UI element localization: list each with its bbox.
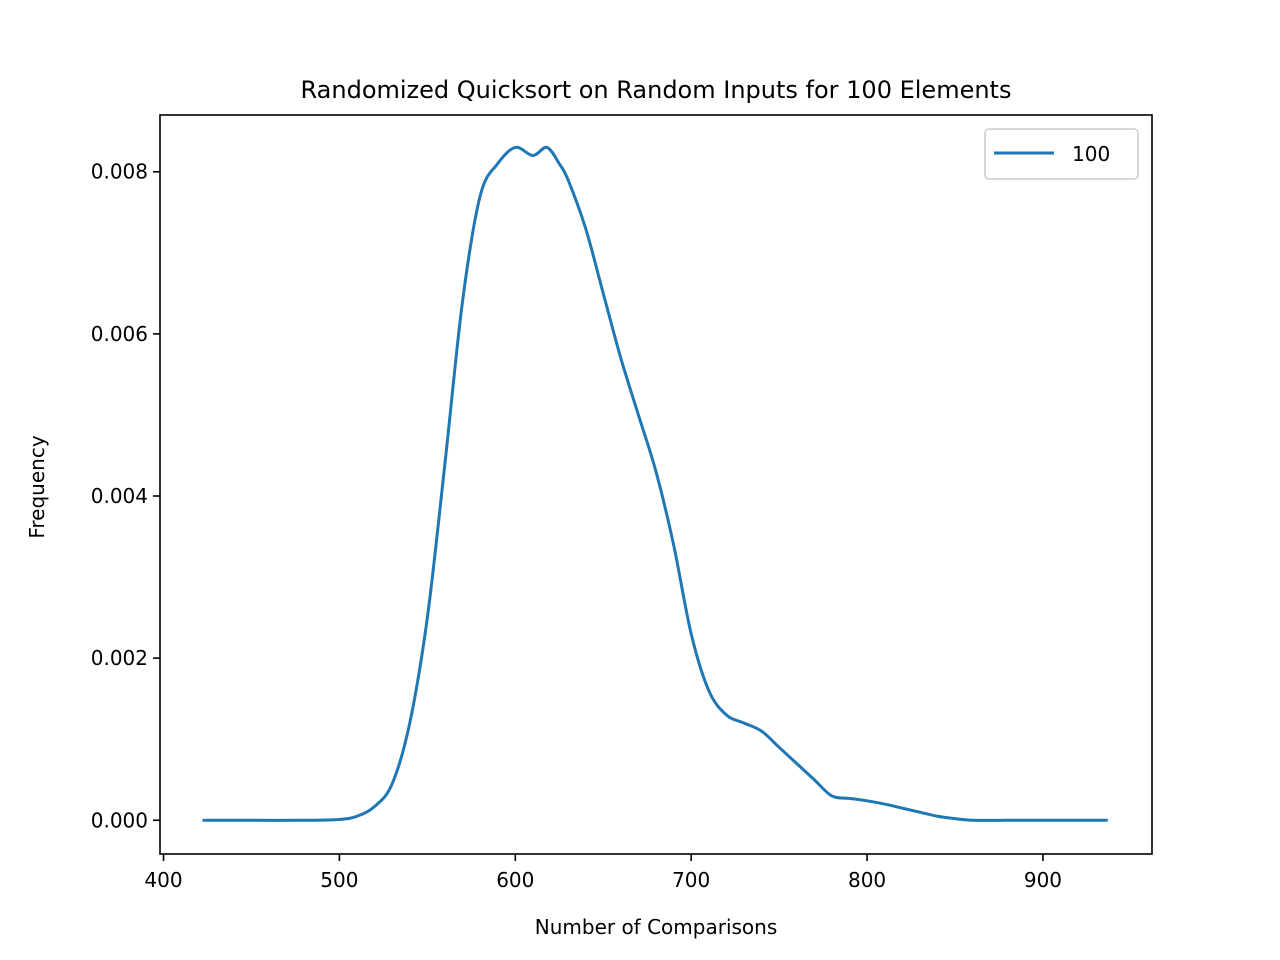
y-axis-label: Frequency	[25, 435, 49, 538]
plot-area	[159, 114, 1153, 855]
x-axis: 400 500 600 700 800 900	[144, 854, 1062, 892]
chart-title: Randomized Quicksort on Random Inputs fo…	[301, 76, 1012, 104]
y-tick-label: 0.002	[91, 646, 148, 670]
series-line-100	[202, 145, 1108, 822]
x-axis-label: Number of Comparisons	[535, 915, 778, 939]
x-tick-label: 600	[496, 868, 534, 892]
y-tick-label: 0.004	[91, 484, 148, 508]
x-tick-label: 400	[144, 868, 182, 892]
y-axis: 0.000 0.002 0.004 0.006 0.008	[91, 160, 160, 832]
x-tick-label: 500	[320, 868, 358, 892]
plot-frame	[159, 114, 1153, 855]
y-tick-label: 0.008	[91, 160, 148, 184]
y-tick-label: 0.000	[91, 808, 148, 832]
legend-box	[984, 128, 1139, 180]
legend: 100	[984, 128, 1139, 180]
series-layer	[202, 145, 1108, 822]
x-tick-label: 800	[848, 868, 886, 892]
x-tick-label: 900	[1024, 868, 1062, 892]
legend-label-100: 100	[1072, 142, 1110, 166]
x-tick-label: 700	[672, 868, 710, 892]
y-tick-label: 0.006	[91, 322, 148, 346]
plot-background	[160, 115, 1152, 854]
